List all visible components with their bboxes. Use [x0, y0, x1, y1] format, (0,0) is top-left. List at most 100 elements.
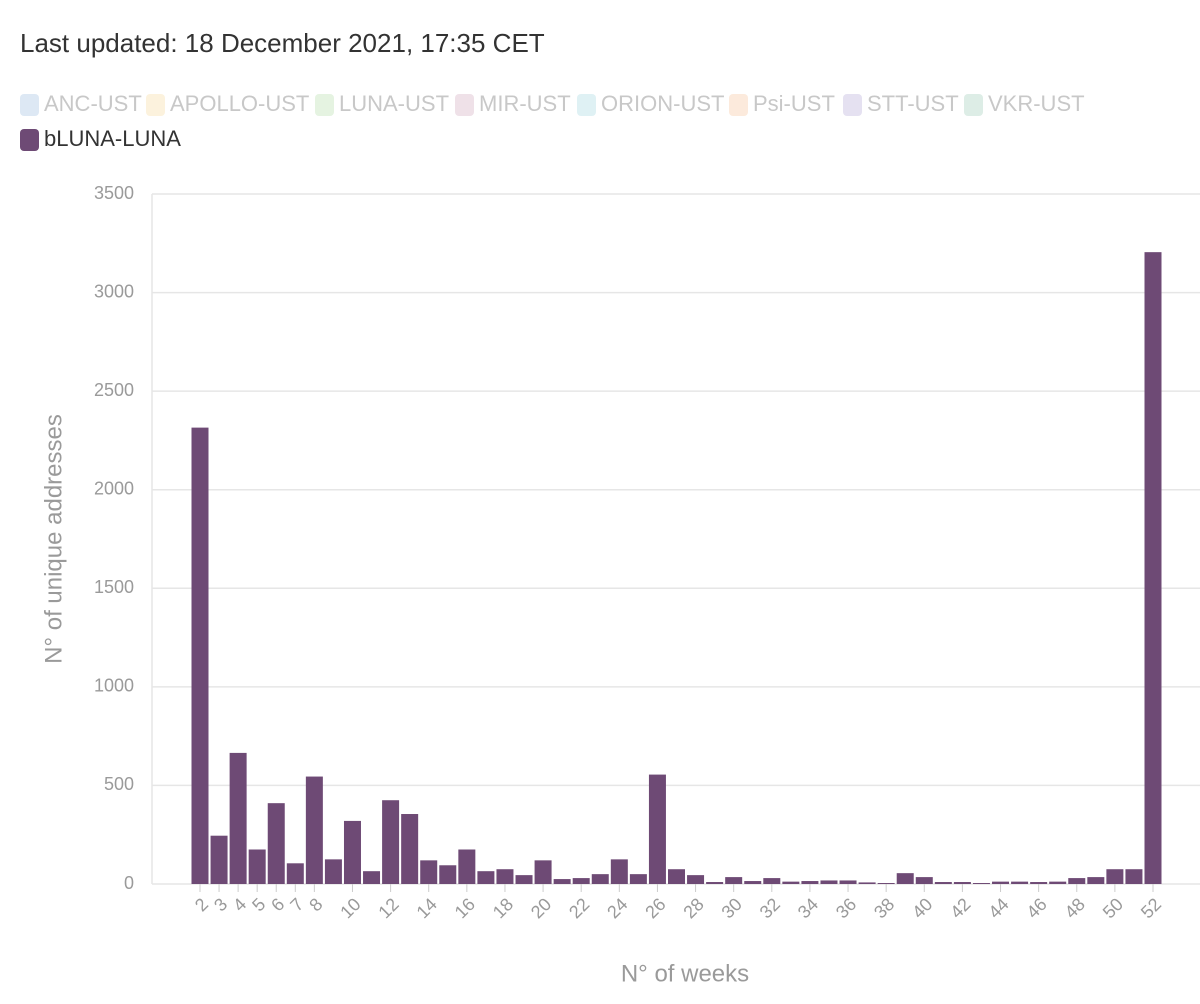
bar [324, 859, 342, 884]
x-tick-label: 4 [229, 894, 250, 915]
bar [572, 878, 590, 884]
bar [763, 878, 781, 884]
bar [382, 800, 400, 884]
bar [496, 869, 514, 884]
chart-title: Last updated: 18 December 2021, 17:35 CE… [20, 28, 545, 58]
bar [1106, 869, 1124, 884]
bar [305, 776, 323, 884]
bar [915, 877, 933, 884]
bar [534, 860, 552, 884]
bar [553, 879, 571, 884]
bar [363, 871, 381, 884]
x-tick-label: 32 [756, 894, 784, 922]
x-tick-label: 6 [267, 894, 288, 915]
bar [210, 835, 228, 884]
bar [1125, 869, 1143, 884]
bar [934, 882, 952, 884]
legend-label: ANC-UST [44, 91, 142, 116]
bar [439, 865, 457, 884]
x-tick-label: 34 [794, 894, 822, 922]
legend-swatch [146, 94, 165, 116]
bar [477, 871, 495, 884]
x-tick-label: 36 [832, 894, 860, 922]
bar [1144, 252, 1162, 884]
bar [629, 874, 647, 884]
legend-label: bLUNA-LUNA [44, 126, 181, 151]
bar [820, 880, 838, 884]
x-tick-label: 50 [1099, 894, 1127, 922]
x-tick-label: 20 [527, 894, 555, 922]
x-tick-label: 30 [718, 894, 746, 922]
bar [401, 814, 419, 884]
y-tick-label: 3000 [94, 281, 134, 301]
legend-label: MIR-UST [479, 91, 571, 116]
x-tick-label: 52 [1137, 894, 1165, 922]
x-tick-label: 22 [565, 894, 593, 922]
y-tick-label: 500 [104, 774, 134, 794]
bar [687, 875, 705, 884]
bar [725, 877, 743, 884]
bar [706, 882, 724, 884]
bar [286, 863, 304, 884]
x-tick-label: 40 [908, 894, 936, 922]
x-tick-label: 42 [946, 894, 974, 922]
x-tick-label: 38 [870, 894, 898, 922]
x-tick-label: 3 [210, 894, 231, 915]
x-tick-label: 48 [1061, 894, 1089, 922]
x-axis-title: N° of weeks [621, 960, 749, 987]
legend-swatch [729, 94, 748, 116]
bar [343, 820, 361, 884]
x-tick-label: 14 [413, 894, 441, 922]
x-tick-label: 16 [451, 894, 479, 922]
legend-label: Psi-UST [753, 91, 835, 116]
bar [1068, 878, 1086, 884]
bar [420, 860, 438, 884]
bar [782, 881, 800, 884]
x-tick-label: 8 [305, 894, 326, 915]
legend-swatch [843, 94, 862, 116]
bar [1049, 881, 1067, 884]
x-tick-label: 26 [641, 894, 669, 922]
y-tick-label: 2000 [94, 478, 134, 498]
bar [458, 849, 476, 884]
bar [801, 881, 819, 884]
bar [1087, 877, 1105, 884]
bar [1011, 881, 1029, 884]
bar [191, 427, 209, 884]
legend-label: STT-UST [867, 91, 959, 116]
legend-swatch [20, 129, 39, 151]
legend-swatch [577, 94, 596, 116]
x-tick-label: 24 [603, 894, 631, 922]
bar [648, 774, 666, 884]
x-tick-label: 7 [286, 894, 307, 915]
legend-label: APOLLO-UST [170, 91, 309, 116]
x-tick-label: 18 [489, 894, 517, 922]
x-tick-label: 12 [374, 894, 402, 922]
bar [953, 882, 971, 884]
bar [591, 874, 609, 884]
legend-swatch [964, 94, 983, 116]
bar [877, 883, 895, 884]
x-tick-label: 44 [984, 894, 1012, 922]
y-tick-label: 2500 [94, 380, 134, 400]
bar [972, 883, 990, 884]
legend-swatch [315, 94, 334, 116]
bar [839, 880, 857, 884]
bar [896, 873, 914, 884]
bar [267, 803, 285, 884]
x-tick-label: 2 [191, 894, 212, 915]
bar [668, 869, 685, 884]
bar [610, 859, 628, 884]
x-tick-label: 28 [679, 894, 707, 922]
legend-label: VKR-UST [988, 91, 1085, 116]
bar [1030, 882, 1048, 884]
y-tick-label: 0 [124, 873, 134, 893]
y-tick-label: 1500 [94, 577, 134, 597]
x-tick-label: 46 [1023, 894, 1051, 922]
bar [248, 849, 266, 884]
legend-swatch [455, 94, 474, 116]
bar [992, 881, 1010, 884]
legend-label: LUNA-UST [339, 91, 449, 116]
legend-label: ORION-UST [601, 91, 724, 116]
